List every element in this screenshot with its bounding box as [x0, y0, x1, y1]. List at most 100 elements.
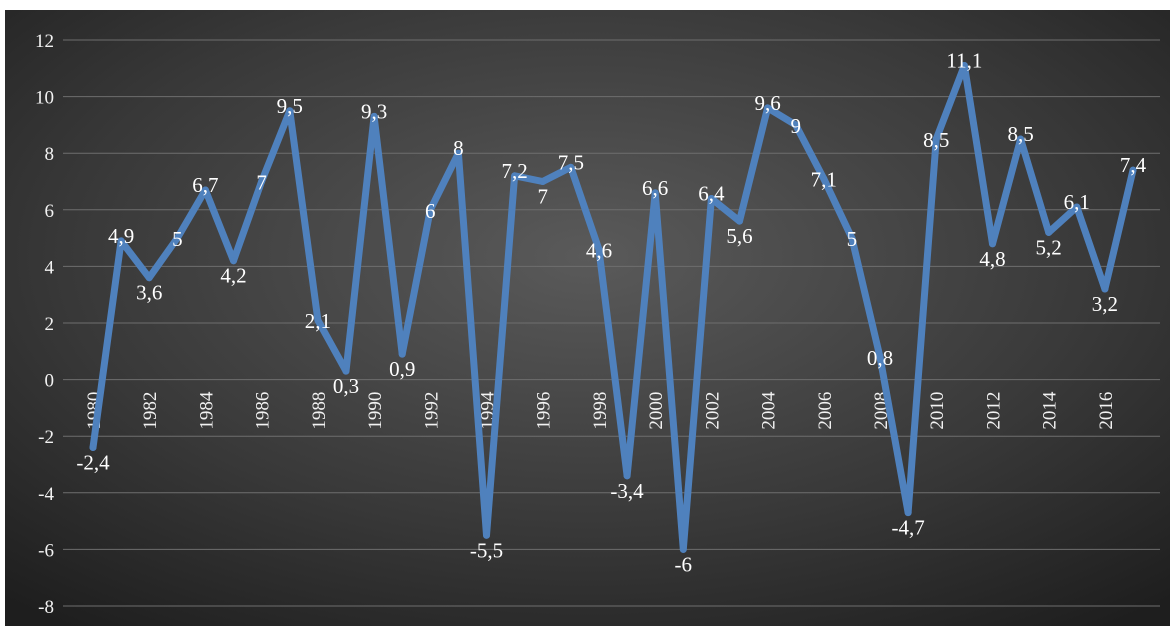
- data-label: -4,7: [892, 516, 925, 540]
- y-tick-label: 8: [45, 144, 55, 165]
- data-label: -3,4: [610, 479, 644, 503]
- x-tick-label: 1982: [140, 392, 161, 430]
- y-tick-label: 6: [45, 201, 55, 222]
- data-label: 7: [256, 171, 267, 195]
- data-point: [117, 237, 125, 245]
- data-point: [145, 274, 153, 282]
- data-point: [1101, 285, 1109, 293]
- data-point: [511, 172, 519, 180]
- data-point: [1073, 203, 1081, 211]
- y-tick-label: -2: [38, 427, 54, 448]
- data-label: 0,9: [389, 357, 415, 381]
- x-tick-label: 1988: [309, 392, 330, 430]
- y-tick-label: 10: [35, 88, 54, 109]
- data-label: 6,6: [642, 176, 668, 200]
- data-label: 6,1: [1064, 190, 1090, 214]
- x-tick-label: 1984: [196, 391, 217, 430]
- data-point: [623, 472, 631, 480]
- data-point: [426, 206, 434, 214]
- y-tick-label: -4: [38, 484, 54, 505]
- data-label: 6,7: [192, 173, 218, 197]
- x-tick-label: 1986: [253, 392, 274, 430]
- data-label: 7,5: [558, 150, 584, 174]
- data-label: 7,2: [501, 159, 527, 183]
- data-point: [539, 178, 547, 185]
- data-point: [258, 178, 266, 185]
- y-tick-label: 12: [35, 31, 54, 52]
- data-label: 4,6: [586, 238, 612, 262]
- data-label: 5,6: [726, 224, 752, 248]
- data-point: [651, 189, 659, 197]
- data-point: [1017, 135, 1025, 143]
- data-label: 0,3: [333, 374, 359, 398]
- data-label: 3,2: [1092, 292, 1118, 316]
- y-axis-tick-labels: 12 10 8 6 4 2 0 -2 -4 -6 -8: [35, 31, 55, 618]
- x-tick-label: 1990: [365, 392, 386, 430]
- data-point: [230, 257, 238, 265]
- data-label: 6,4: [698, 181, 725, 205]
- x-tick-label: 2016: [1096, 392, 1117, 430]
- y-tick-label: 2: [45, 314, 55, 335]
- x-tick-label: 1998: [590, 392, 611, 430]
- x-tick-label: 2010: [927, 392, 948, 430]
- data-label: 8,5: [1007, 122, 1033, 146]
- data-label: 7: [537, 185, 548, 209]
- data-point: [398, 350, 406, 358]
- data-point: [792, 121, 800, 129]
- data-point: [342, 367, 350, 375]
- data-label: 9,3: [361, 99, 387, 123]
- data-point: [707, 194, 715, 202]
- data-point: [454, 149, 462, 157]
- data-label: 7,4: [1120, 153, 1147, 177]
- data-point: [848, 234, 856, 242]
- data-point: [988, 240, 996, 248]
- y-tick-label: -6: [38, 540, 54, 561]
- data-label: 11,1: [946, 48, 982, 72]
- series-line: [89, 61, 1137, 553]
- data-point: [932, 135, 940, 143]
- x-tick-label: 2002: [702, 392, 723, 430]
- data-label: 4,9: [108, 224, 134, 248]
- data-label: 0,8: [867, 346, 893, 370]
- x-tick-label: 1992: [421, 392, 442, 430]
- data-label: 9: [790, 114, 801, 138]
- data-point: [764, 104, 772, 112]
- data-point: [679, 545, 687, 553]
- data-point: [735, 217, 743, 225]
- data-label: 3,6: [136, 281, 162, 305]
- data-point: [201, 186, 209, 194]
- data-point: [567, 163, 575, 171]
- x-tick-label: 2012: [983, 392, 1004, 430]
- data-point: [286, 107, 294, 115]
- x-tick-label: 2004: [759, 391, 780, 430]
- data-point: [370, 112, 378, 120]
- data-label: 6: [425, 199, 436, 223]
- data-point: [960, 61, 968, 69]
- data-label: 4,8: [979, 247, 1005, 271]
- data-point: [876, 353, 884, 361]
- data-label: -6: [675, 552, 693, 576]
- x-tick-label: 2006: [815, 392, 836, 430]
- data-label: 8: [453, 136, 464, 160]
- x-tick-label: 2014: [1040, 391, 1061, 430]
- data-label: 9,6: [754, 91, 780, 115]
- data-label: 5,2: [1036, 235, 1062, 259]
- y-tick-label: -8: [38, 597, 54, 618]
- data-point: [904, 509, 912, 517]
- data-label: 8,5: [923, 128, 949, 152]
- chart-background: [5, 10, 1170, 626]
- data-point: [1045, 228, 1053, 236]
- data-label: -2,4: [76, 451, 110, 475]
- data-point: [595, 245, 603, 253]
- data-label: 4,2: [220, 264, 246, 288]
- series-line-path: [89, 62, 1137, 553]
- data-point: [314, 316, 322, 324]
- data-point: [820, 175, 828, 183]
- data-label: 9,5: [277, 94, 303, 118]
- x-tick-label: 2000: [646, 392, 667, 430]
- data-label: 5: [172, 227, 183, 251]
- data-point: [1129, 166, 1137, 174]
- data-point: [483, 531, 491, 539]
